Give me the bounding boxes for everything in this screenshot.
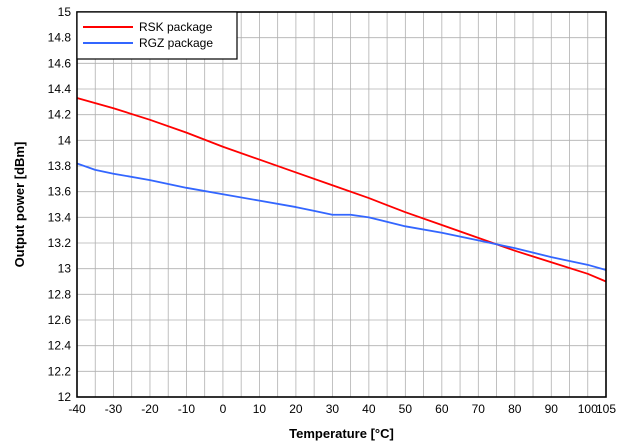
y-tick-label: 13.8	[48, 159, 72, 173]
y-tick-label: 14	[58, 133, 72, 147]
grid	[76, 11, 607, 398]
y-tick-label: 13.6	[48, 185, 72, 199]
y-axis-title: Output power [dBm]	[12, 142, 27, 268]
y-tick-label: 14.2	[48, 108, 72, 122]
x-axis-title: Temperature [°C]	[289, 426, 394, 441]
x-tick-label: -10	[178, 402, 196, 416]
legend: RSK package RGZ package	[76, 11, 238, 60]
y-tick-label: 12.2	[48, 364, 72, 378]
x-tick-label: 105	[596, 402, 616, 416]
y-tick-label: 12.6	[48, 313, 72, 327]
x-tick-label: 90	[545, 402, 559, 416]
y-tick-label: 13.4	[48, 210, 72, 224]
y-tick-label: 12.8	[48, 287, 72, 301]
x-tick-label: 40	[362, 402, 376, 416]
x-tick-label: 60	[435, 402, 449, 416]
x-tick-label: -20	[141, 402, 159, 416]
plot-frame	[76, 11, 607, 398]
legend-box	[76, 11, 238, 60]
x-tick-label: 20	[289, 402, 303, 416]
y-axis-tick-labels: 12 12.2 12.4 12.6 12.8 13 13.2 13.4 13.6 13.8 14 14…	[48, 5, 72, 404]
y-tick-label: 14.6	[48, 56, 72, 70]
x-tick-label: 80	[508, 402, 522, 416]
legend-label-rsk: RSK package	[139, 20, 213, 34]
y-tick-label: 14.4	[48, 82, 72, 96]
y-tick-label: 12.4	[48, 339, 72, 353]
y-tick-label: 13.2	[48, 236, 72, 250]
x-tick-label: 10	[253, 402, 267, 416]
y-tick-label: 15	[58, 5, 72, 19]
y-tick-label: 13	[58, 262, 72, 276]
y-tick-label: 12	[58, 390, 72, 404]
legend-label-rgz: RGZ package	[139, 36, 213, 50]
x-tick-label: -40	[68, 402, 86, 416]
x-tick-label: 50	[399, 402, 413, 416]
series-line-rgz	[76, 162, 607, 271]
series-lines	[76, 97, 607, 283]
x-tick-label: 30	[326, 402, 340, 416]
x-tick-label: -30	[105, 402, 123, 416]
x-tick-label: 100	[578, 402, 598, 416]
y-tick-label: 14.8	[48, 31, 72, 45]
x-tick-label: 70	[472, 402, 486, 416]
x-tick-label: 0	[220, 402, 227, 416]
series-line-rsk	[76, 97, 607, 283]
